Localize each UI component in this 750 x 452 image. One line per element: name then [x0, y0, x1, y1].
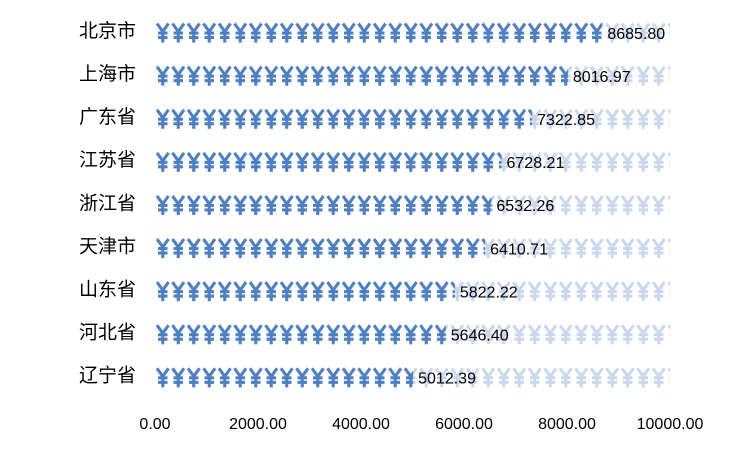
bar [155, 236, 486, 261]
y-tick-label: 北京市 [79, 20, 136, 42]
x-tick-label: 10000.00 [637, 416, 704, 433]
y-tick-label: 浙江省 [79, 192, 136, 214]
bar [155, 63, 568, 88]
value-label: 5012.39 [418, 371, 476, 388]
x-tick-label: 4000.00 [332, 416, 390, 433]
x-tick-label: 6000.00 [435, 416, 493, 433]
value-label: 8016.97 [573, 69, 631, 86]
y-tick-label: 辽宁省 [79, 365, 136, 387]
y-tick-label: 江苏省 [79, 149, 136, 171]
x-tick-label: 2000.00 [229, 416, 287, 433]
bar [155, 20, 603, 45]
value-label: 5646.40 [451, 327, 509, 344]
value-label: 6728.21 [507, 155, 565, 172]
x-tick-label: 0.00 [139, 416, 170, 433]
y-tick-label: 天津市 [79, 235, 136, 257]
bar [155, 322, 446, 347]
value-label: 5822.22 [460, 284, 518, 301]
x-tick-label: 8000.00 [538, 416, 596, 433]
value-label: 8685.80 [607, 26, 665, 43]
bar [155, 149, 502, 174]
bar [155, 192, 492, 217]
y-tick-label: 广东省 [79, 106, 136, 128]
bar [155, 279, 455, 304]
bar [155, 106, 533, 131]
value-label: 6410.71 [490, 241, 548, 258]
y-tick-label: 河北省 [79, 322, 136, 344]
value-label: 6532.26 [496, 198, 554, 215]
value-label: 7322.85 [537, 112, 595, 129]
bar [155, 365, 414, 390]
y-tick-label: 山东省 [79, 279, 136, 301]
y-tick-label: 上海市 [79, 63, 136, 85]
